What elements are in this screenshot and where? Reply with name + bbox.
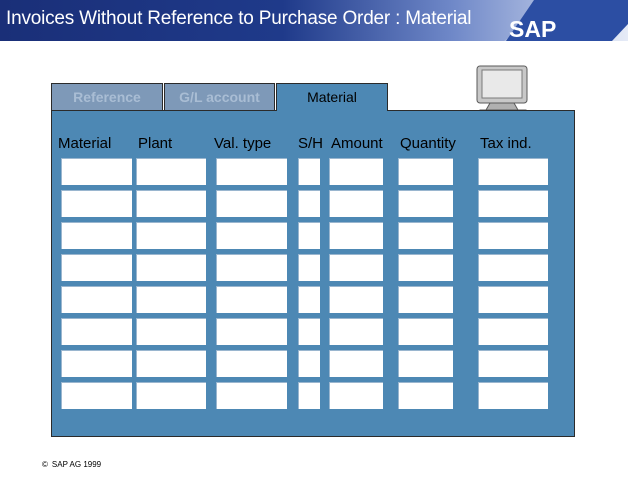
column-header-amount: Amount — [331, 135, 383, 152]
column-header-val-type: Val. type — [214, 135, 272, 152]
tax-ind-field[interactable] — [478, 350, 548, 377]
quantity-field[interactable] — [398, 190, 453, 217]
monitor-icon — [474, 64, 532, 116]
sap-logo: SAP — [500, 0, 628, 41]
material-field[interactable] — [61, 382, 132, 409]
plant-field[interactable] — [136, 350, 206, 377]
quantity-field[interactable] — [398, 286, 453, 313]
amount-field[interactable] — [329, 222, 383, 249]
quantity-field[interactable] — [398, 350, 453, 377]
val-type-field[interactable] — [216, 222, 287, 249]
amount-field[interactable] — [329, 158, 383, 185]
quantity-field[interactable] — [398, 222, 453, 249]
tax-ind-field[interactable] — [478, 190, 548, 217]
material-field[interactable] — [61, 318, 132, 345]
column-header-tax-ind: Tax ind. — [480, 135, 532, 152]
sh-field[interactable] — [298, 286, 320, 313]
quantity-field[interactable] — [398, 254, 453, 281]
plant-field[interactable] — [136, 318, 206, 345]
tax-ind-field[interactable] — [478, 382, 548, 409]
copyright-text: SAP AG 1999 — [51, 460, 102, 469]
page-title: Invoices Without Reference to Purchase O… — [6, 8, 472, 29]
material-field[interactable] — [61, 158, 132, 185]
sh-field[interactable] — [298, 158, 320, 185]
tax-ind-field[interactable] — [478, 158, 548, 185]
sap-logo-text: SAP — [509, 16, 556, 41]
plant-field[interactable] — [136, 190, 206, 217]
copyright-symbol: © — [42, 460, 48, 469]
tax-ind-field[interactable] — [478, 318, 548, 345]
val-type-field[interactable] — [216, 158, 287, 185]
material-field[interactable] — [61, 286, 132, 313]
amount-field[interactable] — [329, 382, 383, 409]
amount-field[interactable] — [329, 254, 383, 281]
quantity-field[interactable] — [398, 382, 453, 409]
val-type-field[interactable] — [216, 350, 287, 377]
sh-field[interactable] — [298, 350, 320, 377]
tab-material[interactable]: Material — [276, 83, 388, 111]
sh-field[interactable] — [298, 318, 320, 345]
amount-field[interactable] — [329, 286, 383, 313]
column-header-plant: Plant — [138, 135, 173, 152]
tax-ind-field[interactable] — [478, 222, 548, 249]
plant-field[interactable] — [136, 158, 206, 185]
material-field[interactable] — [61, 254, 132, 281]
material-field[interactable] — [61, 222, 132, 249]
sh-field[interactable] — [298, 382, 320, 409]
material-field[interactable] — [61, 350, 132, 377]
val-type-field[interactable] — [216, 318, 287, 345]
plant-field[interactable] — [136, 222, 206, 249]
tax-ind-field[interactable] — [478, 286, 548, 313]
quantity-field[interactable] — [398, 158, 453, 185]
plant-field[interactable] — [136, 286, 206, 313]
plant-field[interactable] — [136, 382, 206, 409]
val-type-field[interactable] — [216, 254, 287, 281]
sh-field[interactable] — [298, 254, 320, 281]
val-type-field[interactable] — [216, 382, 287, 409]
amount-field[interactable] — [329, 318, 383, 345]
sh-field[interactable] — [298, 222, 320, 249]
footer: © SAP AG 1999 — [42, 460, 105, 469]
column-header-quantity: Quantity — [400, 135, 456, 152]
tab-gl-account[interactable]: G/L account — [164, 83, 275, 110]
material-field[interactable] — [61, 190, 132, 217]
tax-ind-field[interactable] — [478, 254, 548, 281]
column-header-material: Material — [58, 135, 112, 152]
sh-field[interactable] — [298, 190, 320, 217]
tab-reference[interactable]: Reference — [51, 83, 163, 110]
quantity-field[interactable] — [398, 318, 453, 345]
amount-field[interactable] — [329, 350, 383, 377]
column-header-sh: S/H — [298, 135, 324, 152]
val-type-field[interactable] — [216, 286, 287, 313]
val-type-field[interactable] — [216, 190, 287, 217]
amount-field[interactable] — [329, 190, 383, 217]
title-bar: Invoices Without Reference to Purchase O… — [0, 0, 628, 41]
plant-field[interactable] — [136, 254, 206, 281]
